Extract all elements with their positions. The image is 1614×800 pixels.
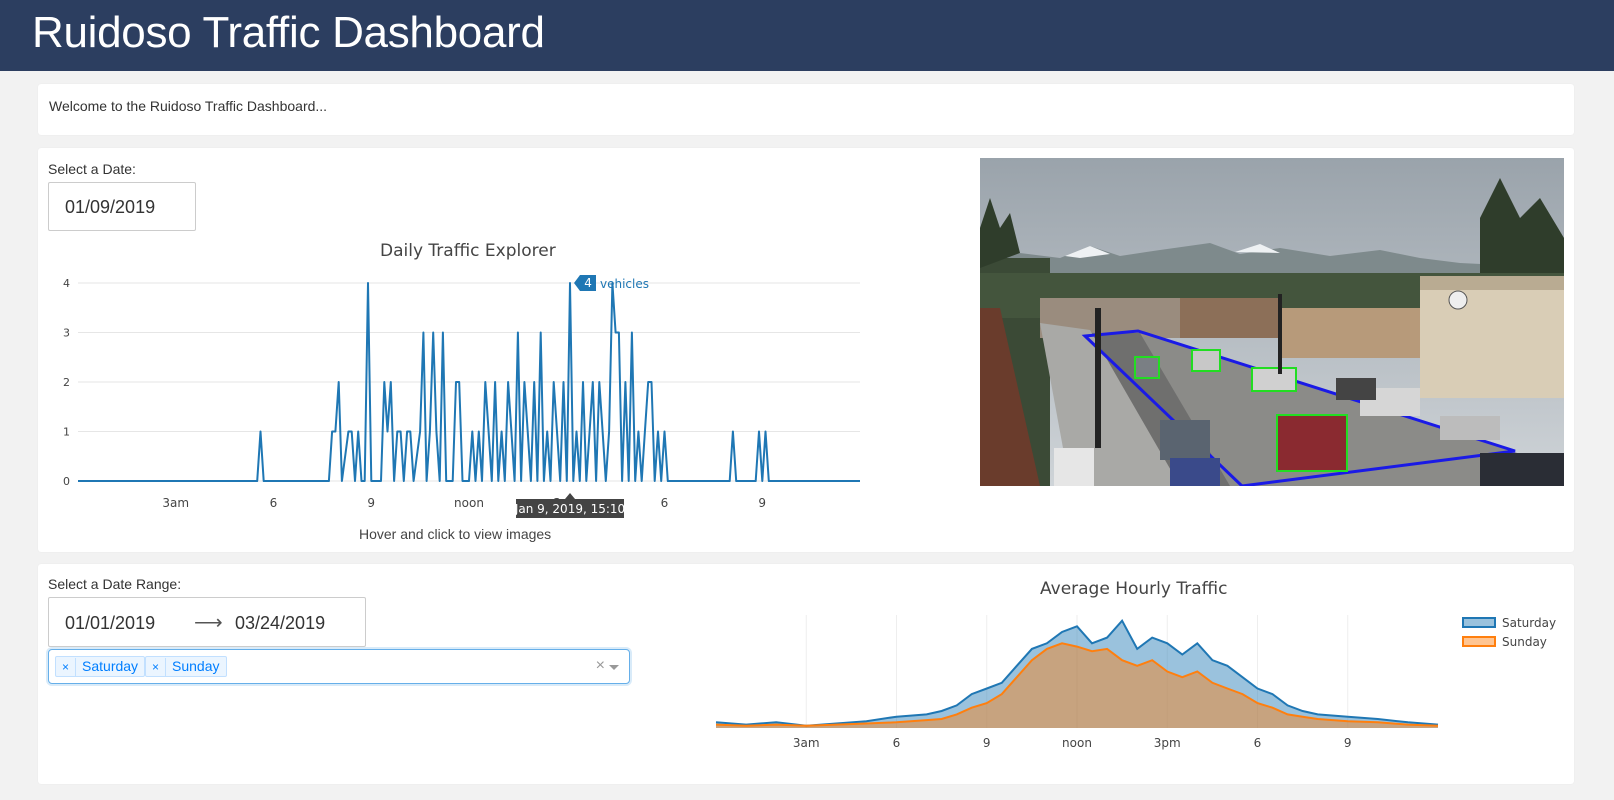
- x-tick-label: 9: [758, 496, 766, 510]
- x-tick-label: 6: [661, 496, 669, 510]
- welcome-text: Welcome to the Ruidoso Traffic Dashboard…: [49, 98, 328, 114]
- series-area: [716, 643, 1438, 728]
- camera-image: [980, 158, 1564, 486]
- date-picker-value[interactable]: 01/09/2019: [65, 197, 156, 217]
- legend-swatch: [1462, 636, 1496, 647]
- day-multiselect[interactable]: × Saturday × Sunday ×: [48, 649, 630, 684]
- day-tag-label: Sunday: [172, 658, 220, 674]
- x-tick-label: 3am: [162, 496, 189, 510]
- x-tick-label: 3am: [793, 736, 820, 750]
- x-tick-label: noon: [1062, 736, 1092, 750]
- hover-unit: vehicles: [600, 277, 649, 291]
- series-line: [78, 282, 860, 482]
- hover-time: Jan 9, 2019, 15:10: [514, 502, 625, 516]
- date-range-picker[interactable]: 01/01/2019 ⟶ 03/24/2019: [48, 597, 366, 647]
- y-tick-label: 3: [63, 327, 70, 340]
- hourly-chart-title: Average Hourly Traffic: [1040, 579, 1228, 599]
- y-tick-label: 2: [63, 376, 70, 389]
- x-tick-label: 6: [893, 736, 901, 750]
- daily-chart-title: Daily Traffic Explorer: [380, 241, 556, 261]
- daily-traffic-chart[interactable]: 012343am69noon3pm694vehiclesJan 9, 2019,…: [48, 268, 868, 518]
- date-label: Select a Date:: [48, 161, 136, 177]
- hover-time-box: [516, 499, 625, 518]
- legend-swatch: [1462, 617, 1496, 628]
- y-tick-label: 1: [63, 426, 70, 439]
- series-area: [716, 620, 1438, 728]
- legend-label: Sunday: [1502, 635, 1547, 649]
- daily-chart-hint: Hover and click to view images: [359, 526, 552, 542]
- day-tag-saturday: × Saturday: [55, 656, 146, 677]
- welcome-card: Welcome to the Ruidoso Traffic Dashboard…: [38, 84, 1574, 135]
- clear-all-icon[interactable]: ×: [595, 657, 605, 674]
- x-tick-label: 9: [367, 496, 375, 510]
- series-line: [715, 618, 1439, 727]
- app-header: Ruidoso Traffic Dashboard: [0, 0, 1614, 71]
- legend-label: Saturday: [1502, 616, 1556, 630]
- date-picker[interactable]: 01/09/2019: [48, 182, 196, 231]
- hourly-traffic-chart[interactable]: 3am 6 9 noon 3pm 6 9 Saturday Sunday: [700, 603, 1580, 753]
- series-line: [715, 642, 1439, 727]
- day-tag-sunday: × Sunday: [145, 656, 227, 677]
- x-tick-label: 9: [1344, 736, 1352, 750]
- x-tick-label: 6: [270, 496, 278, 510]
- end-date-input[interactable]: 03/24/2019: [235, 613, 326, 633]
- remove-saturday-icon[interactable]: ×: [56, 658, 77, 677]
- day-tag-label: Saturday: [82, 658, 139, 674]
- street-scene-illustration: [980, 158, 1564, 486]
- x-tick-label: 3pm: [1154, 736, 1181, 750]
- y-tick-label: 4: [63, 277, 70, 290]
- hover-value: 4: [584, 276, 592, 290]
- hover-label-box: [574, 275, 597, 291]
- hover-time-pointer: [565, 493, 576, 499]
- chevron-down-icon[interactable]: [609, 665, 619, 670]
- x-tick-label: 6: [1254, 736, 1262, 750]
- x-tick-label: 9: [983, 736, 991, 750]
- page-title: Ruidoso Traffic Dashboard: [32, 8, 545, 57]
- x-tick-label: noon: [454, 496, 484, 510]
- date-range-label: Select a Date Range:: [48, 576, 182, 592]
- y-tick-label: 0: [63, 475, 70, 488]
- arrow-right-icon: ⟶: [194, 612, 223, 634]
- remove-sunday-icon[interactable]: ×: [146, 658, 167, 677]
- start-date-input[interactable]: 01/01/2019: [65, 613, 156, 633]
